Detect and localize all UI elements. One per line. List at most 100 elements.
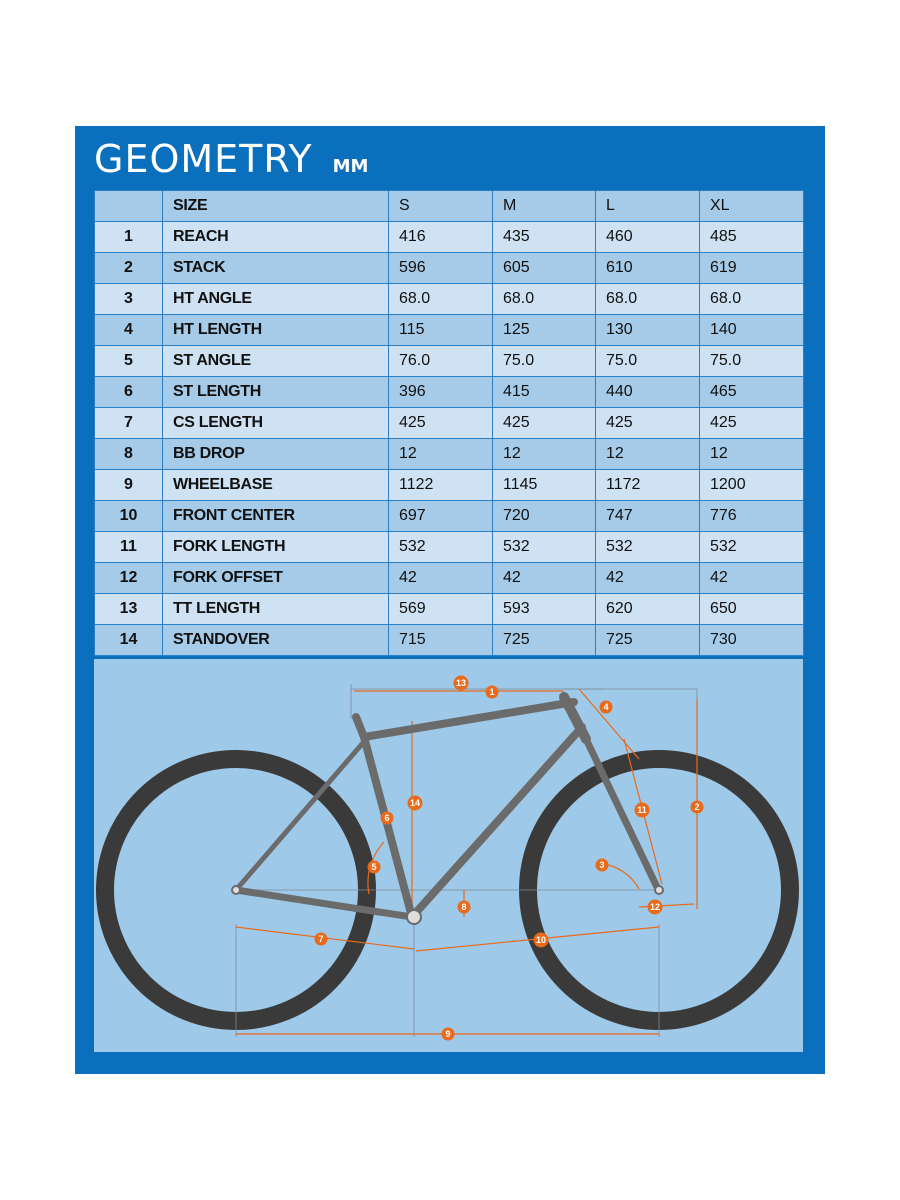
row-value: 596 (388, 252, 493, 284)
row-value: 747 (595, 500, 700, 532)
row-value: 425 (595, 407, 700, 439)
marker-1: 1 (485, 685, 499, 699)
row-number: 3 (94, 283, 163, 315)
row-value: 76.0 (388, 345, 493, 377)
row-value: 68.0 (388, 283, 493, 315)
marker-label: 13 (456, 678, 466, 688)
marker-2: 2 (690, 800, 704, 814)
bike-frame (232, 692, 661, 921)
marker-6: 6 (380, 811, 394, 825)
marker-5: 5 (367, 860, 381, 874)
table-row: 7 CS LENGTH 425 425 425 425 (94, 407, 804, 439)
marker-circle (441, 1027, 455, 1041)
row-value: 75.0 (699, 345, 804, 377)
row-value: 12 (492, 438, 596, 470)
row-number: 6 (94, 376, 163, 408)
row-value: 1145 (492, 469, 596, 501)
row-label: REACH (162, 221, 389, 253)
row-number: 10 (94, 500, 163, 532)
row-value: 650 (699, 593, 804, 625)
row-value: 715 (388, 624, 493, 656)
row-value: 465 (699, 376, 804, 408)
row-value: 605 (492, 252, 596, 284)
table-row: 11 FORK LENGTH 532 532 532 532 (94, 531, 804, 563)
row-value: 125 (492, 314, 596, 346)
marker-14: 14 (407, 795, 423, 811)
marker-circle (647, 899, 663, 915)
row-value: 140 (699, 314, 804, 346)
row-value: 68.0 (492, 283, 596, 315)
row-number: 5 (94, 345, 163, 377)
row-number: 1 (94, 221, 163, 253)
row-value: 776 (699, 500, 804, 532)
row-value: 725 (492, 624, 596, 656)
row-value: 425 (492, 407, 596, 439)
row-number: 12 (94, 562, 163, 594)
marker-label: 10 (536, 935, 546, 945)
row-value: 425 (388, 407, 493, 439)
rear-axle (231, 885, 241, 895)
row-value: 42 (595, 562, 700, 594)
row-value: 460 (595, 221, 700, 253)
marker-label: 1 (489, 687, 494, 697)
marker-circle (599, 700, 613, 714)
row-number: 9 (94, 469, 163, 501)
row-label: FRONT CENTER (162, 500, 389, 532)
row-value: 1122 (388, 469, 493, 501)
marker-label: 5 (371, 862, 376, 872)
row-label: ST LENGTH (162, 376, 389, 408)
row-value: 416 (388, 221, 493, 253)
row-number: 8 (94, 438, 163, 470)
marker-circle (380, 811, 394, 825)
bottom-bracket (406, 909, 422, 925)
marker-11: 11 (634, 802, 650, 818)
row-value: 42 (388, 562, 493, 594)
row-value: 68.0 (699, 283, 804, 315)
row-label: CS LENGTH (162, 407, 389, 439)
row-value: 68.0 (595, 283, 700, 315)
marker-circle (690, 800, 704, 814)
header-num-cell (94, 190, 163, 222)
row-value: 720 (492, 500, 596, 532)
marker-circle (367, 860, 381, 874)
row-value: 115 (388, 314, 493, 346)
row-value: 593 (492, 593, 596, 625)
title-text: GEOMETRY (94, 137, 313, 181)
table-row: 3 HT ANGLE 68.0 68.0 68.0 68.0 (94, 283, 804, 315)
row-value: 130 (595, 314, 700, 346)
row-value: 485 (699, 221, 804, 253)
marker-label: 2 (694, 802, 699, 812)
row-value: 532 (699, 531, 804, 563)
row-value: 12 (388, 438, 493, 470)
marker-label: 8 (461, 902, 466, 912)
row-number: 14 (94, 624, 163, 656)
row-label: STANDOVER (162, 624, 389, 656)
table-row: 2 STACK 596 605 610 619 (94, 252, 804, 284)
row-value: 620 (595, 593, 700, 625)
marker-label: 9 (445, 1029, 450, 1039)
row-value: 725 (595, 624, 700, 656)
row-value: 532 (388, 531, 493, 563)
row-label: FORK OFFSET (162, 562, 389, 594)
bike-geometry-diagram: 1 2 3 4 5 6 7 8 9 10 11 12 13 14 (94, 659, 803, 1052)
marker-label: 12 (650, 902, 660, 912)
table-row: 5 ST ANGLE 76.0 75.0 75.0 75.0 (94, 345, 804, 377)
row-label: WHEELBASE (162, 469, 389, 501)
table-row: 13 TT LENGTH 569 593 620 650 (94, 593, 804, 625)
row-value: 42 (492, 562, 596, 594)
marker-13: 13 (453, 675, 469, 691)
header-size-label: SIZE (162, 190, 389, 222)
table-row: 12 FORK OFFSET 42 42 42 42 (94, 562, 804, 594)
table-header-row: SIZE S M L XL (94, 190, 804, 222)
table-row: 8 BB DROP 12 12 12 12 (94, 438, 804, 470)
row-value: 396 (388, 376, 493, 408)
geometry-table: SIZE S M L XL 1 REACH 416 435 460 485 2 STACK 596 605 6… (94, 190, 804, 656)
row-label: HT ANGLE (162, 283, 389, 315)
marker-circle (453, 675, 469, 691)
row-value: 532 (595, 531, 700, 563)
table-row: 1 REACH 416 435 460 485 (94, 221, 804, 253)
row-value: 610 (595, 252, 700, 284)
row-number: 11 (94, 531, 163, 563)
marker-circle (485, 685, 499, 699)
